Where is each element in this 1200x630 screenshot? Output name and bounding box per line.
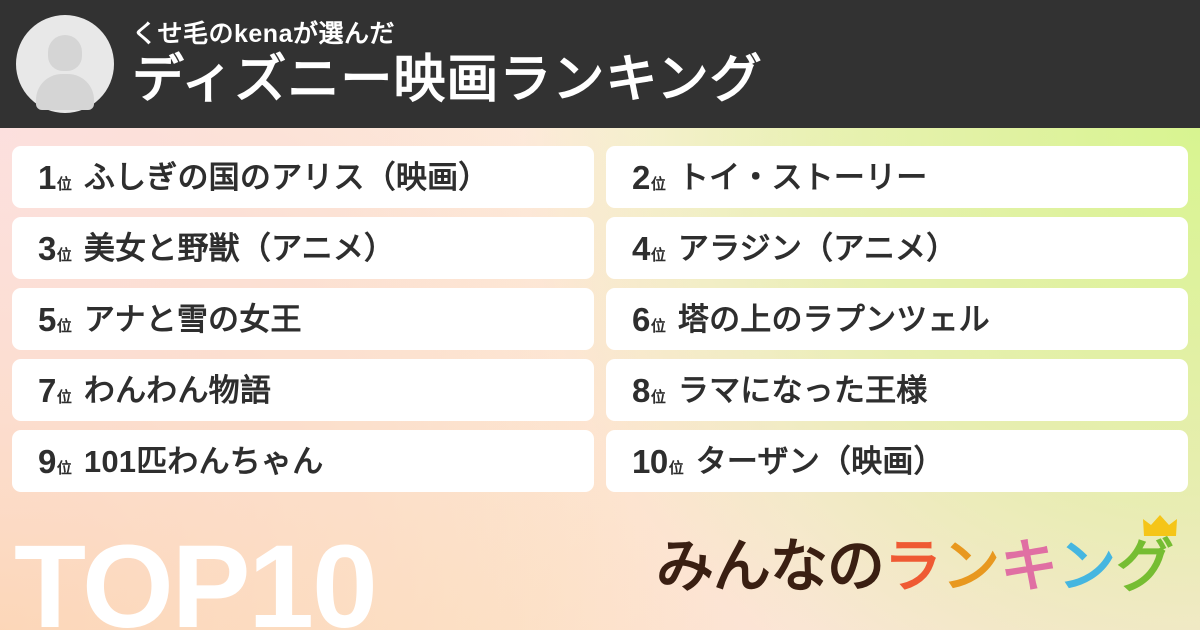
rank-number: 8 [632, 371, 650, 409]
item-title: アナと雪の女王 [83, 301, 302, 337]
rank-number: 4 [632, 229, 650, 267]
rank-unit: 位 [668, 459, 684, 477]
header-bar: くせ毛のkenaが選んだ ディズニー映画ランキング [0, 0, 1200, 128]
rank-unit: 位 [56, 459, 72, 477]
rank-badge: 10 位 [632, 445, 684, 478]
header-subtitle: くせ毛のkenaが選んだ [132, 20, 395, 49]
crown-icon [1143, 515, 1177, 536]
rank-unit: 位 [56, 246, 72, 264]
rank-number: 7 [38, 371, 56, 409]
item-title: ターザン（映画） [695, 443, 945, 479]
rank-unit: 位 [56, 317, 72, 335]
item-title: トイ・ストーリー [677, 159, 928, 195]
rank-unit: 位 [650, 246, 666, 264]
rank-unit: 位 [650, 317, 666, 335]
logo-text-kanji: みんなの [655, 534, 885, 599]
top10-label: TOP10 [14, 521, 378, 630]
logo-char-n2: ン [1057, 534, 1116, 599]
item-title: アラジン（アニメ） [677, 230, 958, 266]
rank-number: 5 [38, 300, 56, 338]
item-title: ふしぎの国のアリス（映画） [83, 159, 490, 195]
user-avatar-icon [16, 15, 114, 113]
rank-unit: 位 [56, 175, 72, 193]
rank-number: 3 [38, 229, 56, 267]
logo-char-gu: グ [1116, 515, 1177, 596]
avatar-head-shape [48, 35, 82, 71]
logo-char-ki: キ [999, 534, 1058, 599]
logo-char-ra: ラ [883, 534, 942, 599]
rank-number: 6 [632, 300, 650, 338]
rank-unit: 位 [56, 388, 72, 406]
rank-number: 1 [38, 158, 56, 196]
rank-unit: 位 [650, 175, 666, 193]
logo-char-gu-text: グ [1115, 534, 1174, 599]
rank-number: 9 [38, 442, 56, 480]
rank-number: 10 [632, 442, 668, 480]
list-item[interactable]: 10 位 ターザン（映画） [606, 430, 1188, 492]
page-title: ディズニー映画ランキング [132, 50, 763, 109]
item-title: わんわん物語 [83, 372, 272, 408]
item-title: ラマになった王様 [677, 372, 928, 408]
item-title: 塔の上のラプンツェル [677, 301, 990, 337]
rank-number: 2 [632, 158, 650, 196]
header-text-group: くせ毛のkenaが選んだ ディズニー映画ランキング [132, 19, 763, 109]
item-title: 美女と野獣（アニメ） [83, 230, 396, 266]
rank-unit: 位 [650, 388, 666, 406]
minnano-ranking-logo[interactable]: みんなの ラ ン キ ン グ [655, 515, 1177, 599]
item-title: 101匹わんちゃん [83, 443, 324, 479]
avatar-body-shape [36, 74, 94, 110]
logo-char-n1: ン [941, 534, 1000, 599]
